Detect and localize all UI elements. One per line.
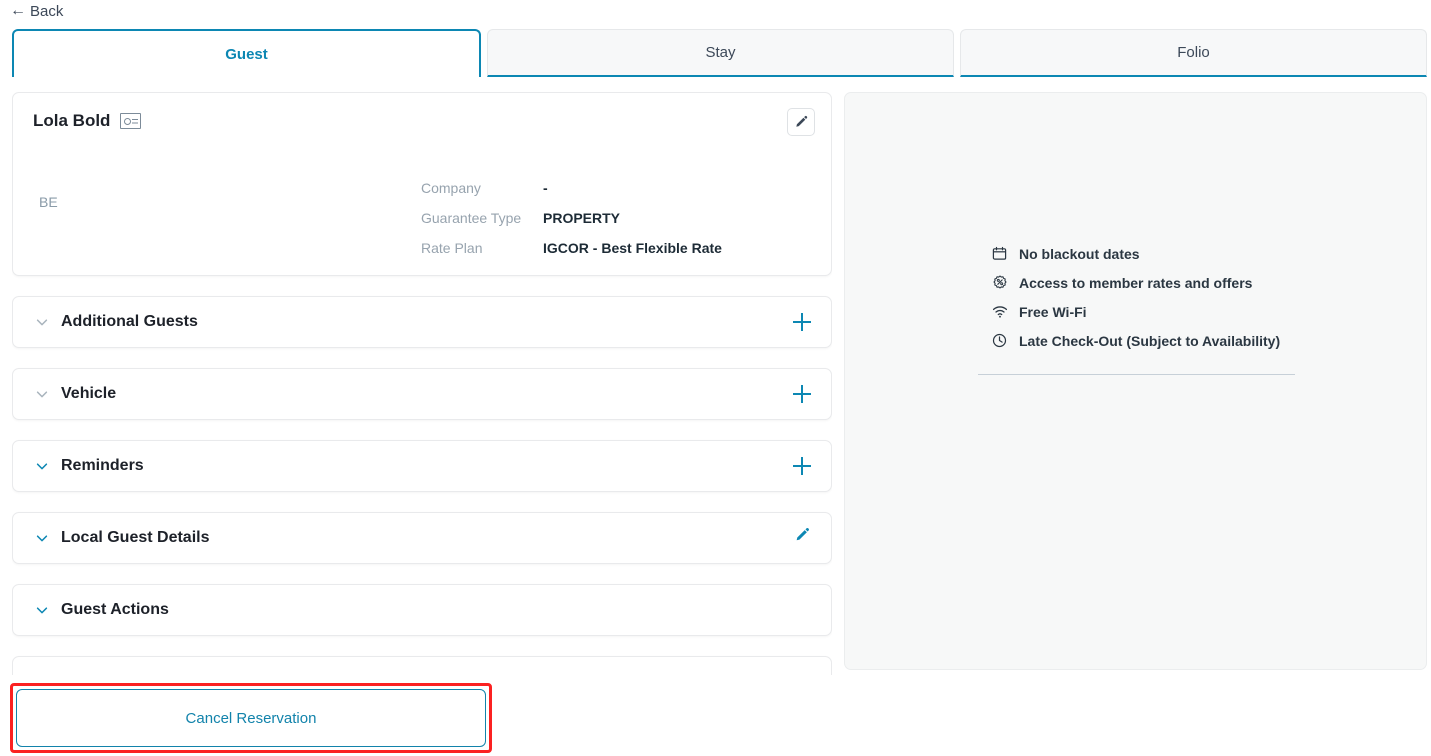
benefit-label: Late Check-Out (Subject to Availability) [1019, 332, 1281, 349]
cancel-reservation-highlight: Cancel Reservation [10, 683, 492, 753]
detail-value: IGCOR - Best Flexible Rate [543, 240, 722, 256]
detail-label: Company [421, 180, 481, 196]
section-title: Local Guest Details [61, 529, 210, 546]
section-additional-guests[interactable]: Additional Guests [12, 296, 832, 348]
footer-action-bar: Cancel Reservation Actions Check In [0, 679, 1431, 756]
benefit-item: Late Check-Out (Subject to Availability) [991, 332, 1280, 349]
section-title: Vehicle [61, 385, 117, 402]
benefits-list: No blackout dates Access to member rates… [991, 245, 1280, 349]
detail-row: Company - [421, 180, 722, 196]
cancel-reservation-button[interactable]: Cancel Reservation [16, 689, 486, 747]
detail-row: Rate Plan IGCOR - Best Flexible Rate [421, 240, 722, 256]
pencil-icon [794, 115, 809, 130]
tab-bar: Guest Stay Folio [12, 29, 1427, 77]
edit-local-guest-details-button[interactable] [789, 525, 815, 551]
pencil-icon [794, 527, 811, 549]
guest-name-row: Lola Bold [33, 111, 811, 131]
chevron-down-icon [35, 459, 49, 473]
add-additional-guest-button[interactable] [789, 309, 815, 335]
section-partial-card[interactable] [12, 656, 832, 675]
guest-content-column: Lola Bold BE Company - Guarantee Type [12, 92, 832, 675]
section-vehicle[interactable]: Vehicle [12, 368, 832, 420]
tab-folio-label: Folio [1177, 44, 1210, 61]
cancel-reservation-label: Cancel Reservation [185, 709, 317, 727]
section-local-guest-details[interactable]: Local Guest Details [12, 512, 832, 564]
benefit-item: No blackout dates [991, 245, 1280, 262]
section-title: Additional Guests [61, 313, 198, 330]
wifi-icon [991, 303, 1008, 320]
discount-badge-icon [991, 274, 1008, 291]
back-link[interactable]: ← Back [10, 0, 63, 22]
clock-icon [991, 332, 1008, 349]
benefit-item: Access to member rates and offers [991, 274, 1280, 291]
panel-divider [978, 374, 1295, 375]
back-label: Back [30, 2, 64, 20]
benefit-label: No blackout dates [1019, 245, 1140, 262]
chevron-down-icon [35, 603, 49, 617]
guest-name: Lola Bold [33, 111, 111, 130]
detail-row: Guarantee Type PROPERTY [421, 210, 722, 226]
benefit-label: Access to member rates and offers [1019, 274, 1253, 291]
add-vehicle-button[interactable] [789, 381, 815, 407]
edit-guest-button[interactable] [787, 108, 815, 136]
guest-initials: BE [39, 194, 58, 210]
arrow-left-icon: ← [10, 2, 26, 19]
guest-detail-list: Company - Guarantee Type PROPERTY Rate P… [421, 180, 722, 256]
calendar-icon [991, 245, 1008, 262]
id-card-icon [120, 113, 142, 129]
section-guest-actions[interactable]: Guest Actions [12, 584, 832, 636]
detail-label: Rate Plan [421, 240, 483, 256]
tab-guest-label: Guest [225, 45, 268, 63]
section-reminders[interactable]: Reminders [12, 440, 832, 492]
benefit-item: Free Wi-Fi [991, 303, 1280, 320]
tab-stay[interactable]: Stay [487, 29, 954, 77]
tab-guest[interactable]: Guest [12, 29, 481, 77]
tab-folio[interactable]: Folio [960, 29, 1427, 77]
chevron-down-icon [35, 315, 49, 329]
chevron-down-icon [35, 531, 49, 545]
section-title: Reminders [61, 457, 144, 474]
section-title: Guest Actions [61, 601, 169, 618]
chevron-down-icon [35, 387, 49, 401]
benefits-panel: No blackout dates Access to member rates… [844, 92, 1427, 670]
detail-value: - [543, 180, 548, 196]
guest-summary-card: Lola Bold BE Company - Guarantee Type [12, 92, 832, 276]
plus-icon [793, 385, 811, 403]
detail-value: PROPERTY [543, 210, 621, 226]
benefit-label: Free Wi-Fi [1019, 303, 1087, 320]
add-reminder-button[interactable] [789, 453, 815, 479]
tab-stay-label: Stay [705, 44, 736, 61]
plus-icon [793, 313, 811, 331]
plus-icon [793, 457, 811, 475]
detail-label: Guarantee Type [421, 210, 522, 226]
